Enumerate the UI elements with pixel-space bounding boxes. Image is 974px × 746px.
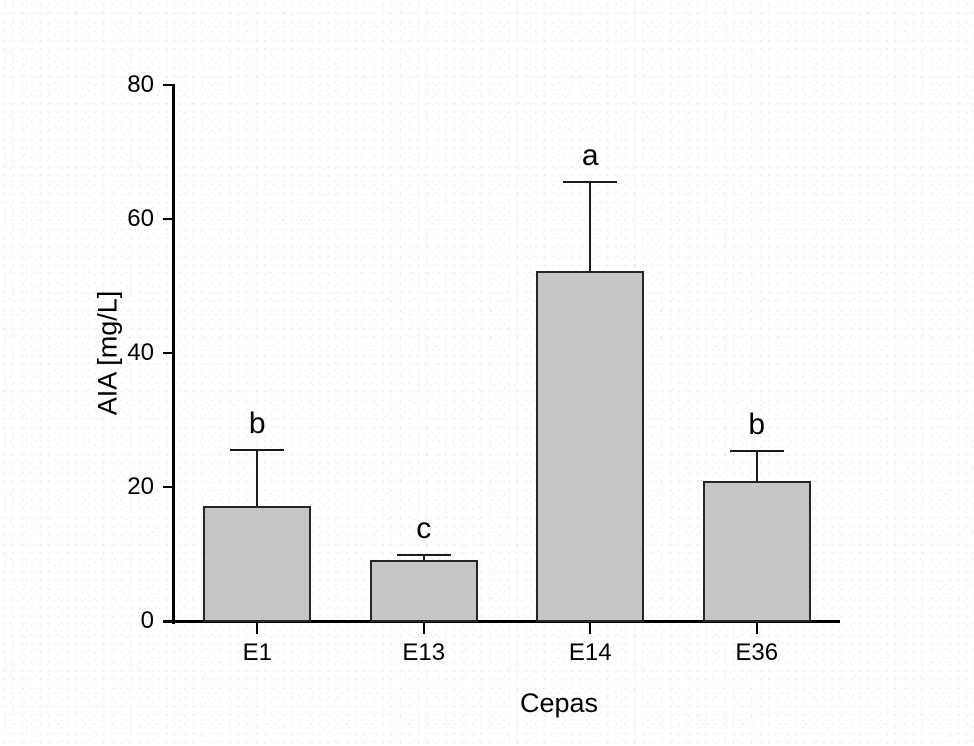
x-axis-title: Cepas [519, 688, 599, 718]
y-axis-line [172, 84, 175, 624]
sig-letter-E13: c [416, 511, 432, 545]
bar-E13 [369, 560, 478, 622]
bar-E14 [536, 271, 645, 622]
bar-E36 [702, 480, 811, 622]
x-tick-E13 [422, 623, 425, 634]
x-tick-E36 [755, 623, 758, 634]
bar-E1 [203, 506, 312, 622]
y-tick-20 [163, 486, 172, 488]
x-tick-E1 [256, 623, 259, 634]
error-cap-E13 [396, 553, 451, 556]
y-tick-0 [163, 620, 172, 622]
y-tick-80 [163, 84, 172, 86]
x-tick-label-E36: E36 [735, 639, 779, 666]
x-tick-label-E13: E13 [402, 639, 446, 666]
x-tick-label-E1: E1 [242, 639, 272, 666]
error-cap-E1 [230, 449, 285, 452]
y-tick-label-0: 0 [140, 607, 154, 634]
y-tick-60 [163, 218, 172, 220]
error-cap-E14 [563, 181, 618, 184]
x-axis-line [163, 620, 840, 623]
sig-letter-E1: b [248, 407, 266, 441]
y-tick-40 [163, 352, 172, 354]
y-tick-label-60: 60 [127, 205, 154, 232]
x-tick-E14 [589, 623, 592, 634]
error-stem-E1 [256, 450, 259, 507]
y-tick-label-20: 20 [127, 473, 154, 500]
error-stem-E14 [589, 182, 592, 272]
error-stem-E13 [422, 554, 425, 561]
error-stem-E36 [755, 450, 758, 481]
x-tick-label-E14: E14 [568, 639, 612, 666]
error-cap-E36 [729, 449, 784, 452]
sig-letter-E14: a [581, 139, 599, 173]
y-tick-label-40: 40 [127, 339, 154, 366]
y-tick-label-80: 80 [127, 71, 154, 98]
sig-letter-E36: b [748, 407, 766, 441]
